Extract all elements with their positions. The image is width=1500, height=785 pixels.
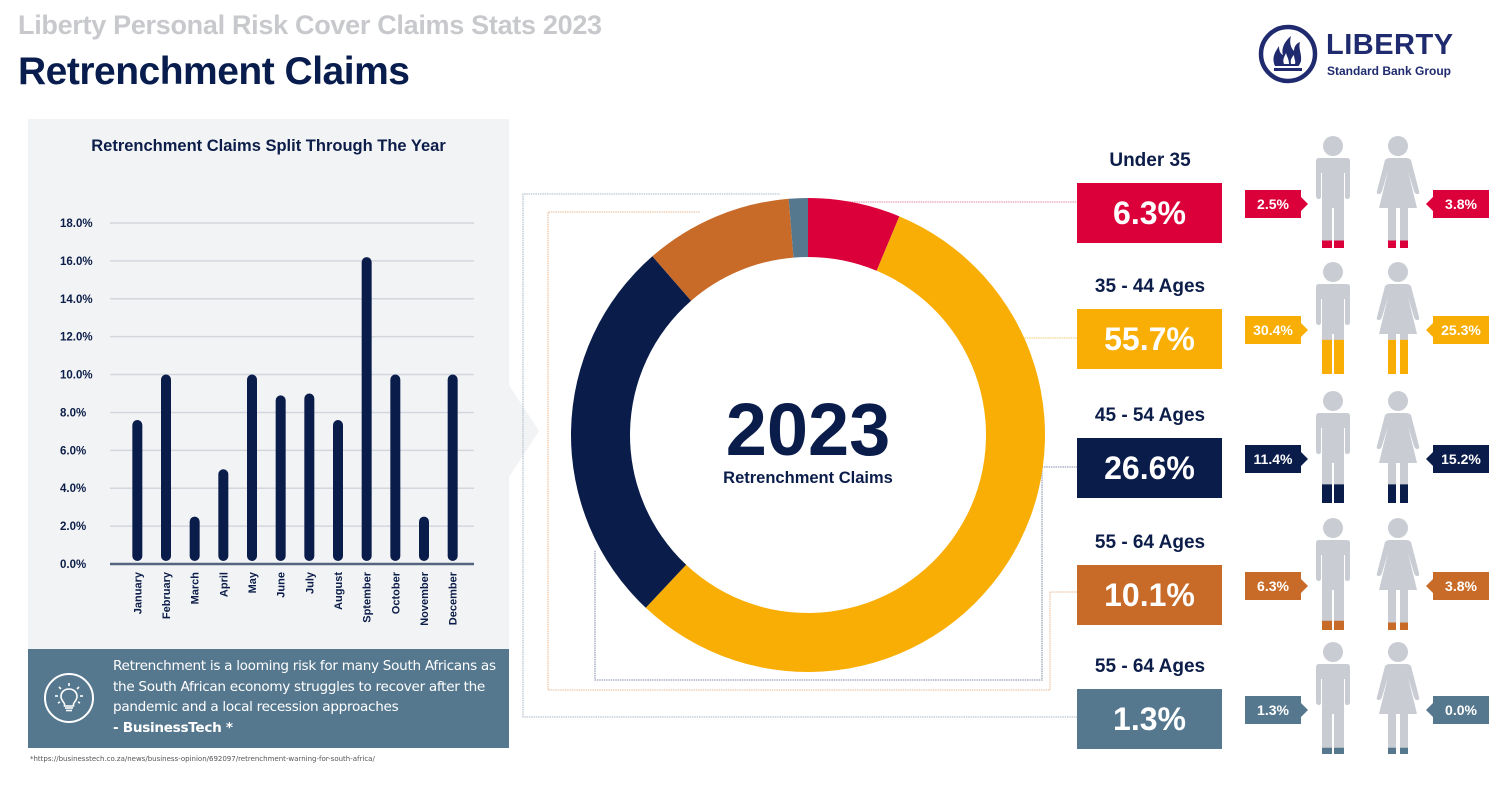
donut-slice xyxy=(808,198,900,271)
page-supertitle: Liberty Personal Risk Cover Claims Stats… xyxy=(18,10,602,40)
panel-pointer xyxy=(509,385,539,477)
bar-october xyxy=(390,374,401,561)
x-tick-label: February xyxy=(161,571,173,619)
y-tick-label: 16.0% xyxy=(60,256,93,268)
male-percentage-tag: 1.3% xyxy=(1245,696,1308,724)
female-figure-icon xyxy=(1373,642,1423,757)
x-tick-label: June xyxy=(276,572,288,598)
female-percentage-tag: 25.3% xyxy=(1426,316,1489,344)
y-tick-label: 0.0% xyxy=(60,559,86,571)
age-group-percentage: 10.1% xyxy=(1077,565,1222,625)
male-figure-icon xyxy=(1308,518,1358,633)
female-percentage-tag: 3.8% xyxy=(1426,572,1489,600)
male-percentage-tag: 6.3% xyxy=(1245,572,1308,600)
quote-text: Retrenchment is a looming risk for many … xyxy=(113,656,503,738)
x-tick-label: November xyxy=(419,571,431,626)
donut-slice xyxy=(571,256,692,608)
connector-line xyxy=(594,466,1080,681)
male-figure-icon xyxy=(1308,642,1358,757)
bar-chart-panel: Retrenchment Claims Split Through The Ye… xyxy=(28,119,509,649)
y-tick-label: 18.0% xyxy=(60,218,93,230)
male-figure-icon xyxy=(1308,262,1358,377)
x-tick-label: August xyxy=(333,572,345,610)
bar-june xyxy=(275,395,286,561)
female-percentage-tag: 15.2% xyxy=(1426,445,1489,473)
age-group-percentage: 26.6% xyxy=(1077,438,1222,498)
x-tick-label: April xyxy=(218,572,230,597)
y-tick-label: 2.0% xyxy=(60,521,86,533)
x-tick-label: Sptember xyxy=(362,571,374,622)
bar-april xyxy=(218,469,229,561)
donut-slice xyxy=(645,216,1045,673)
bar-november xyxy=(419,516,429,561)
age-group-label: 55 - 64 Ages xyxy=(1094,656,1206,677)
quote-box: Retrenchment is a looming risk for many … xyxy=(28,649,509,748)
connector-line xyxy=(522,193,1080,718)
bar-chart-title: Retrenchment Claims Split Through The Ye… xyxy=(91,137,446,155)
flame-icon xyxy=(1258,24,1318,84)
x-tick-label: July xyxy=(304,571,316,594)
x-tick-label: January xyxy=(132,571,144,614)
age-group-label: Under 35 xyxy=(1109,150,1191,171)
donut-slice xyxy=(652,198,794,301)
logo-subtitle: Standard Bank Group xyxy=(1327,64,1452,78)
lightbulb-icon xyxy=(44,673,94,723)
female-figure-icon xyxy=(1373,262,1423,377)
bar-august xyxy=(333,420,343,561)
bar-february xyxy=(161,374,171,561)
male-percentage-tag: 2.5% xyxy=(1245,190,1308,218)
bar-january xyxy=(132,420,143,561)
y-tick-label: 8.0% xyxy=(60,407,86,419)
y-tick-label: 6.0% xyxy=(60,445,86,457)
bar-march xyxy=(189,516,200,561)
y-tick-label: 12.0% xyxy=(60,332,93,344)
bar-sptember xyxy=(361,257,372,561)
female-figure-icon xyxy=(1373,136,1423,251)
x-tick-label: December xyxy=(448,571,460,625)
age-group-label: 35 - 44 Ages xyxy=(1094,276,1206,297)
bar-chart: 0.0% 2.0% 4.0% 6.0% 8.0% 10.0% 12.0% 14.0% 16.0%… xyxy=(60,218,474,626)
age-group-percentage: 55.7% xyxy=(1077,309,1222,369)
donut-center-subtitle: Retrenchment Claims xyxy=(723,469,893,487)
bar-december xyxy=(447,374,458,561)
female-figure-icon xyxy=(1373,391,1423,506)
male-figure-icon xyxy=(1308,136,1358,251)
bar-july xyxy=(304,393,315,561)
female-percentage-tag: 3.8% xyxy=(1426,190,1489,218)
y-tick-label: 14.0% xyxy=(60,294,93,306)
x-tick-label: October xyxy=(390,571,402,614)
liberty-logo: LIBERTY Standard Bank Group xyxy=(1258,22,1463,86)
female-percentage-tag: 0.0% xyxy=(1426,696,1489,724)
page-title: Retrenchment Claims xyxy=(18,50,410,93)
donut-slice xyxy=(788,198,808,258)
female-figure-icon xyxy=(1373,518,1423,633)
y-tick-label: 4.0% xyxy=(60,483,86,495)
y-tick-label: 10.0% xyxy=(60,370,93,382)
age-group-percentage: 1.3% xyxy=(1077,689,1222,749)
male-percentage-tag: 11.4% xyxy=(1245,445,1308,473)
quote-source: - BusinessTech * xyxy=(113,719,233,736)
male-percentage-tag: 30.4% xyxy=(1245,316,1308,344)
male-figure-icon xyxy=(1308,391,1358,506)
donut-chart-area: 2023 Retrenchment Claims xyxy=(520,190,1080,730)
quote-body: Retrenchment is a looming risk for many … xyxy=(113,658,496,715)
x-tick-label: March xyxy=(190,572,202,605)
donut-center-year: 2023 xyxy=(726,388,891,471)
age-group-percentage: 6.3% xyxy=(1077,183,1222,243)
logo-name: LIBERTY xyxy=(1326,29,1454,61)
bar-may xyxy=(247,374,257,561)
age-group-label: 45 - 54 Ages xyxy=(1094,405,1206,426)
source-footnote: *https://businesstech.co.za/news/busines… xyxy=(30,755,375,763)
x-tick-label: May xyxy=(247,571,259,593)
age-group-label: 55 - 64 Ages xyxy=(1094,532,1206,553)
